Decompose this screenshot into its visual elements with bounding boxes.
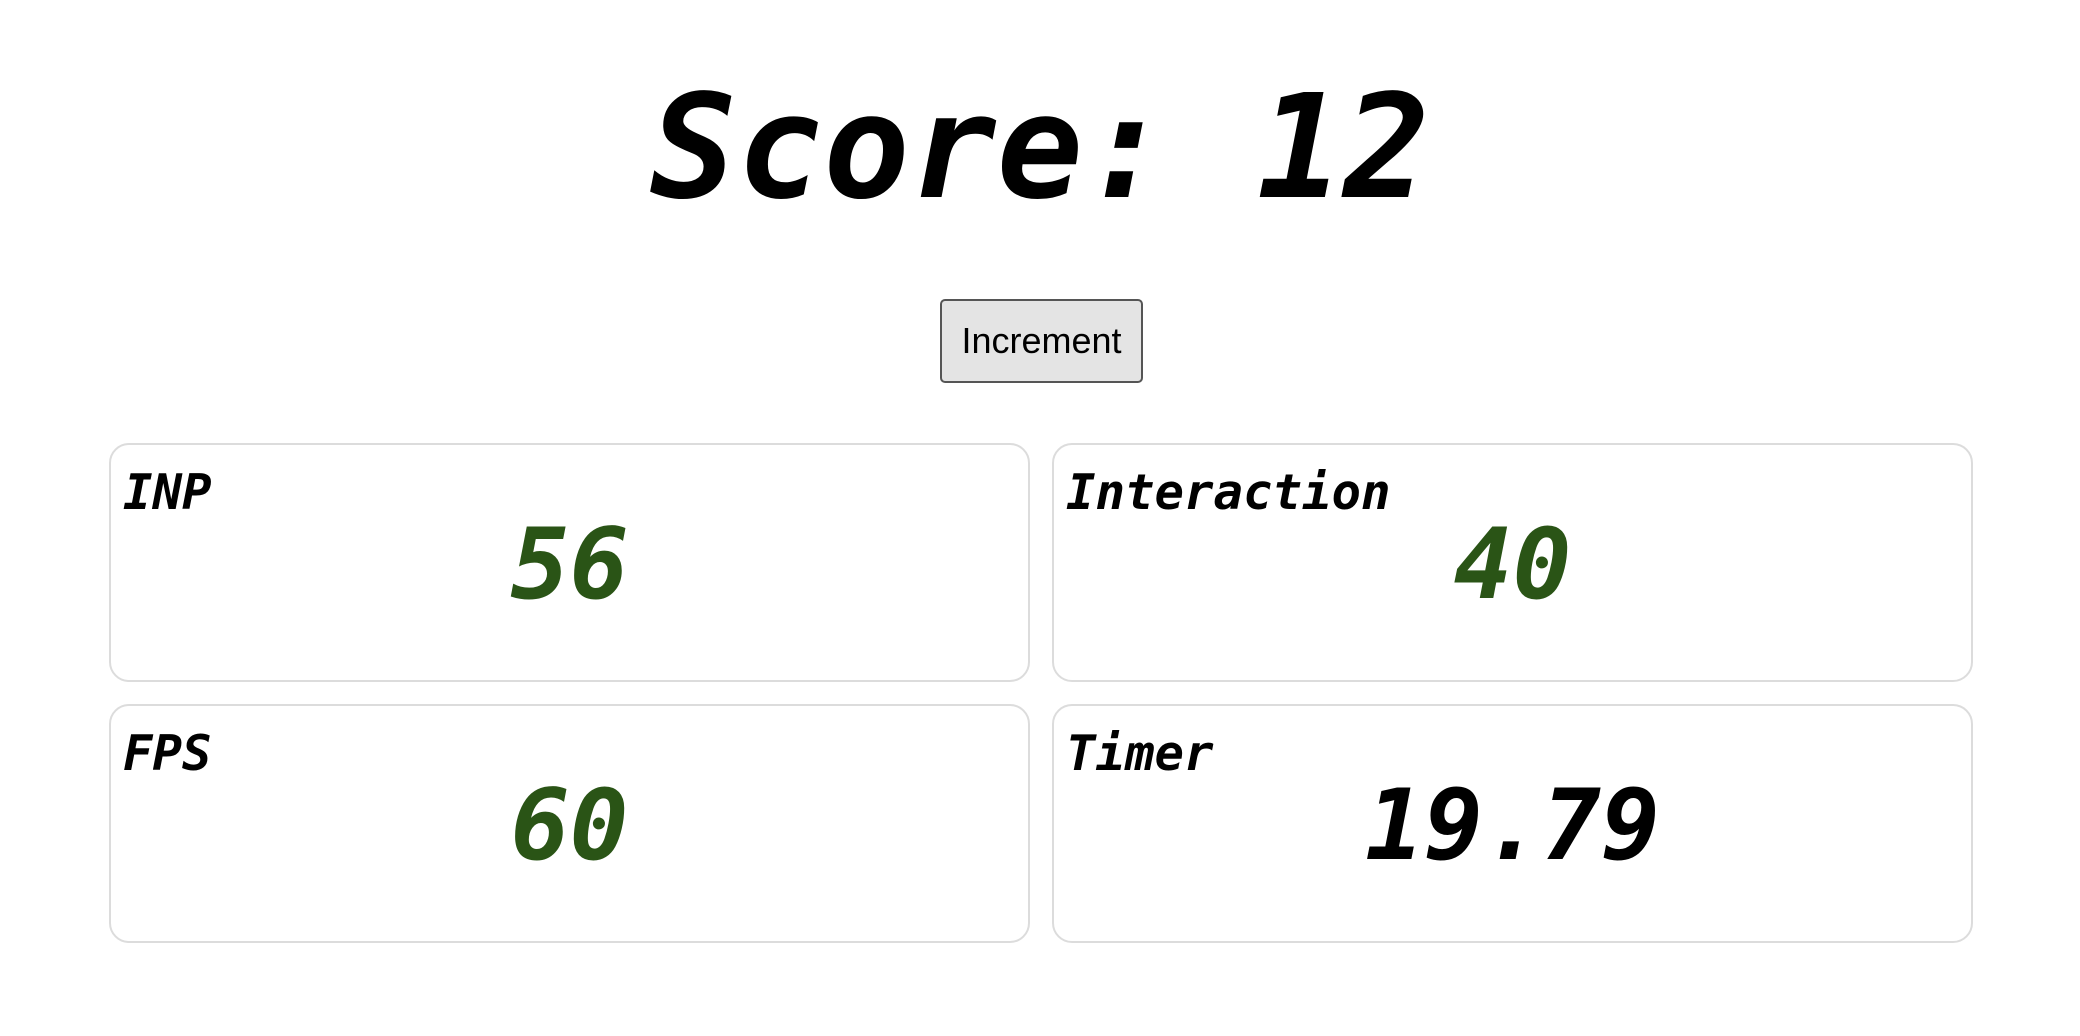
increment-button[interactable]: Increment bbox=[940, 299, 1143, 383]
metric-card-interaction: Interaction 40 bbox=[1052, 443, 1973, 682]
metric-card-timer: Timer 19.79 bbox=[1052, 704, 1973, 943]
metric-label: FPS bbox=[123, 725, 212, 782]
metric-card-fps: FPS 60 bbox=[109, 704, 1030, 943]
metric-label: Interaction bbox=[1066, 464, 1391, 521]
metric-label: INP bbox=[123, 464, 212, 521]
metric-card-inp: INP 56 bbox=[109, 443, 1030, 682]
metric-value: 56 bbox=[510, 508, 629, 622]
metric-value: 40 bbox=[1453, 508, 1572, 622]
metric-label: Timer bbox=[1066, 725, 1214, 782]
metric-value: 60 bbox=[510, 769, 629, 883]
metric-value: 19.79 bbox=[1364, 769, 1660, 883]
score-heading: Score: 12 bbox=[649, 63, 1431, 231]
